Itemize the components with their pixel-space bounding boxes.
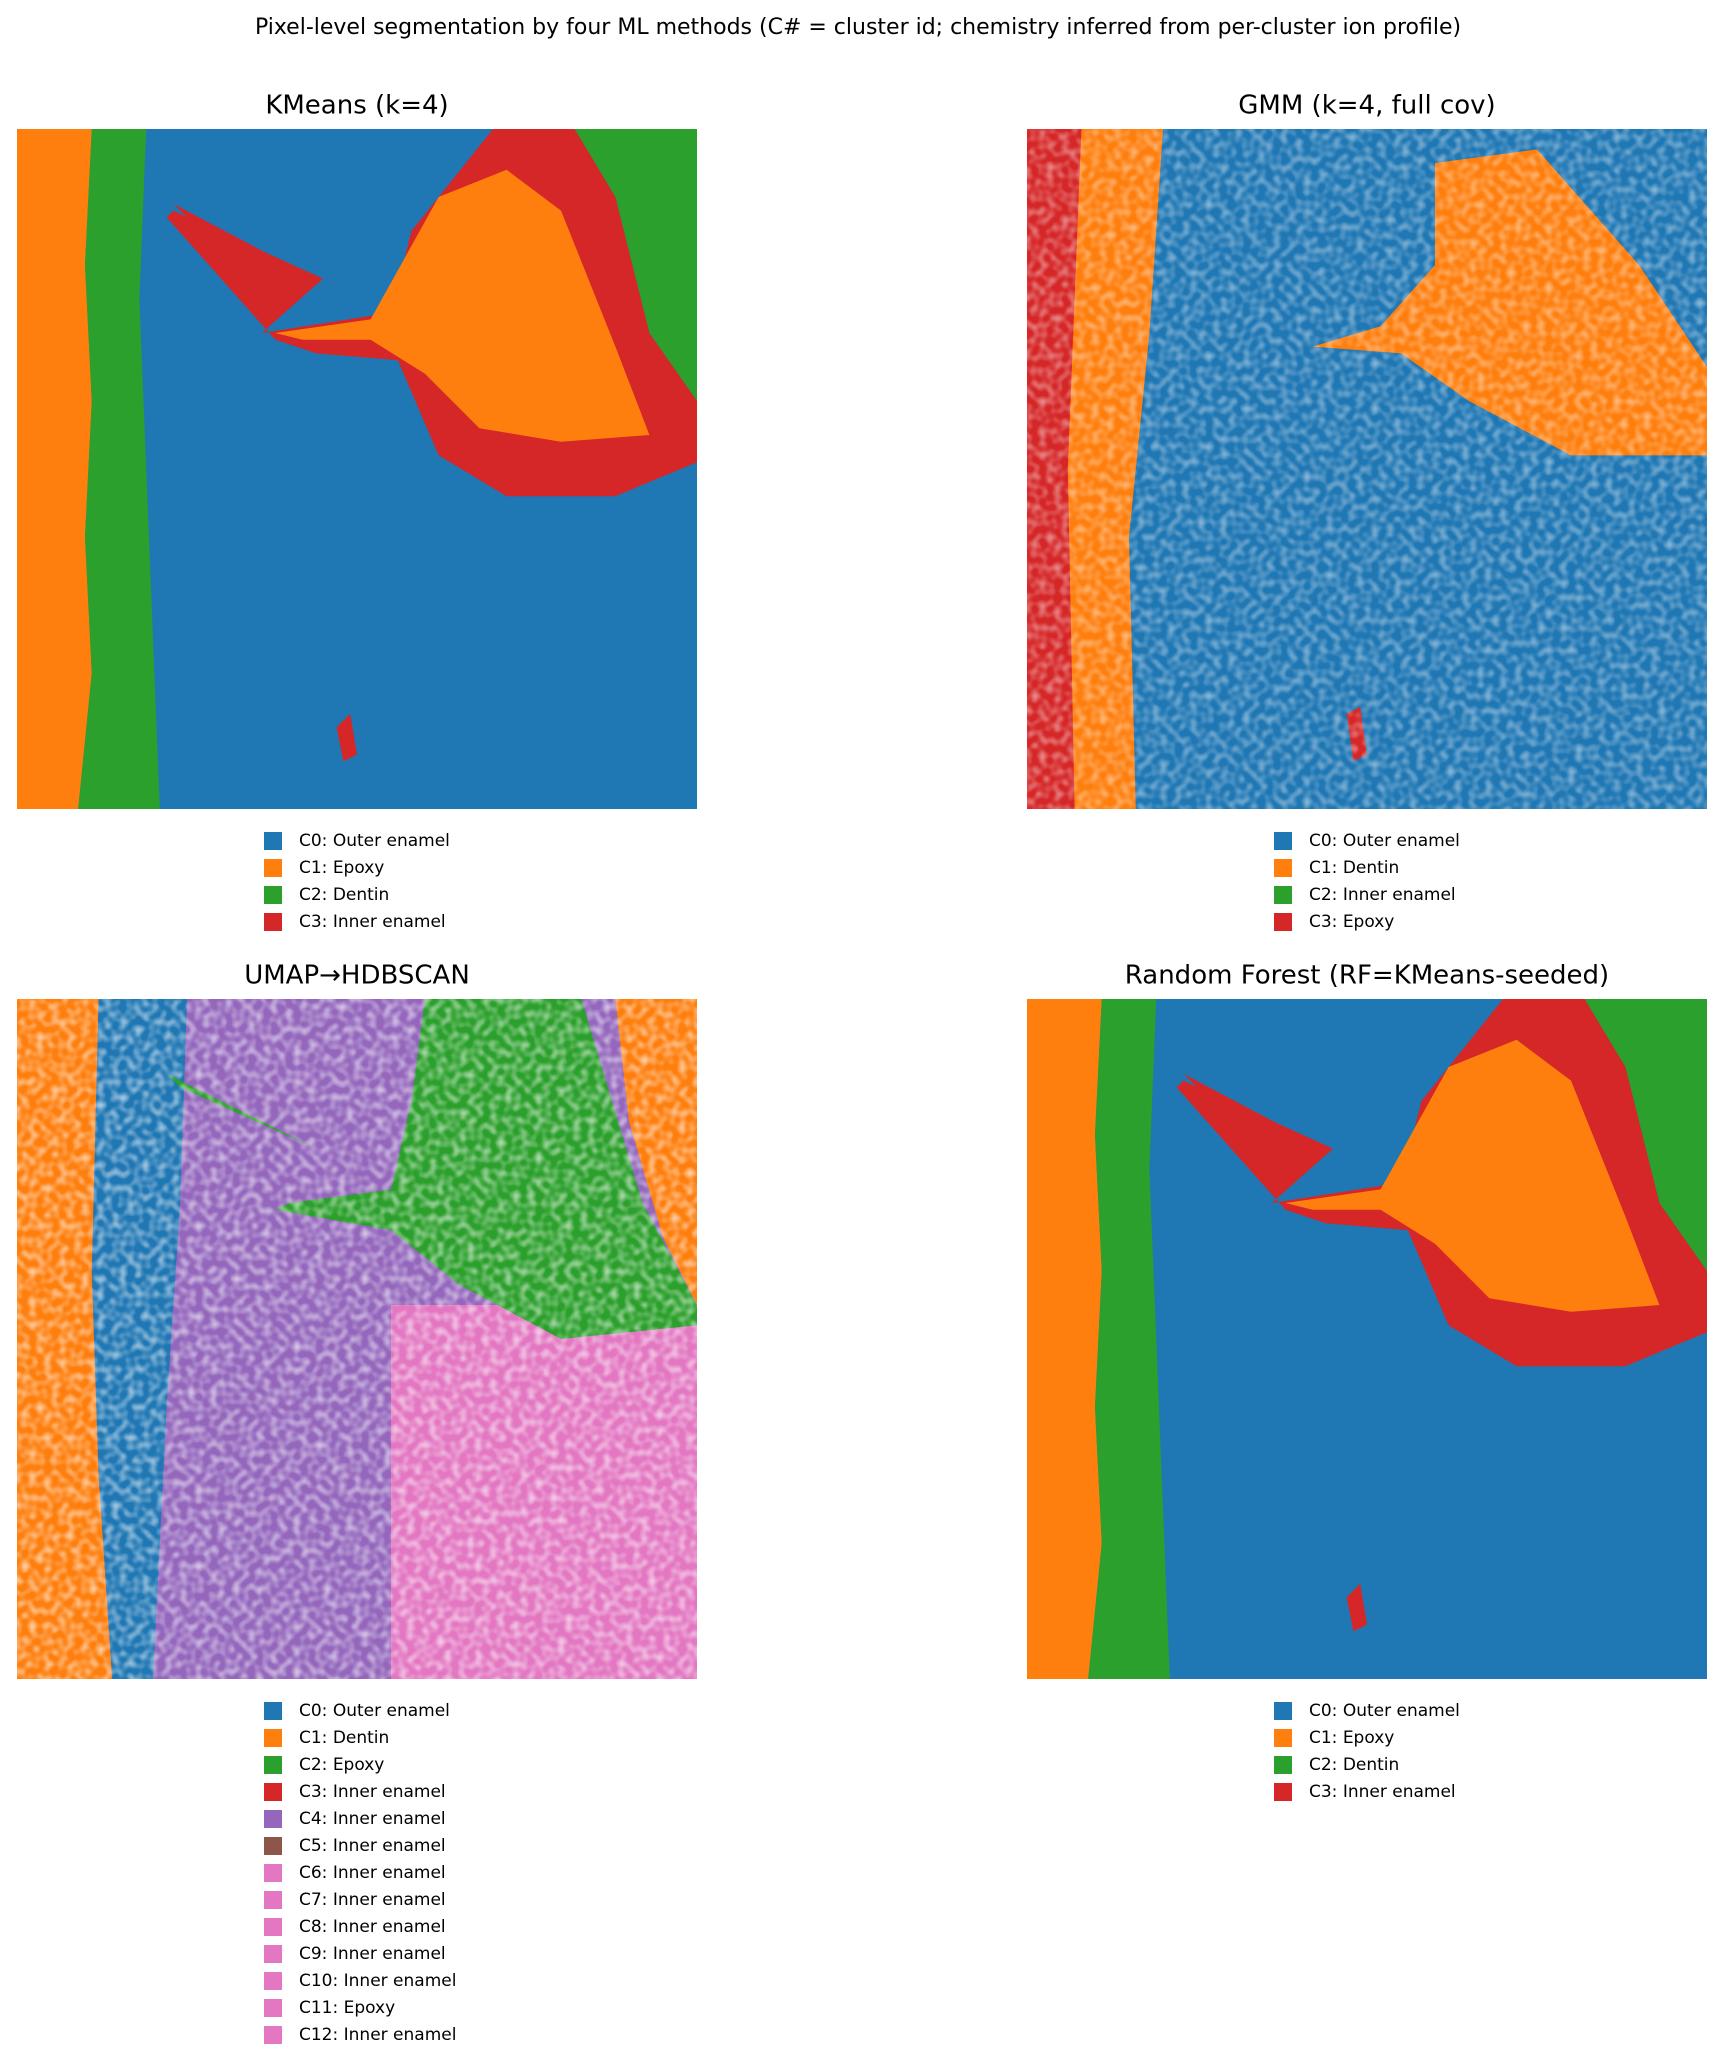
- legend-swatch: [264, 1891, 282, 1909]
- legend-label: C2: Dentin: [1309, 1755, 1399, 1775]
- legend-label: C8: Inner enamel: [299, 1917, 446, 1937]
- noise-overlay: [17, 999, 697, 1679]
- figure-title: Pixel-level segmentation by four ML meth…: [255, 15, 1461, 40]
- legend-swatch: [264, 1918, 282, 1936]
- legend-swatch: [1274, 1783, 1292, 1801]
- legend-swatch: [264, 1972, 282, 1990]
- legend-label: C1: Epoxy: [1309, 1728, 1394, 1748]
- legend-label: C2: Inner enamel: [1309, 885, 1456, 905]
- legend-label: C3: Inner enamel: [1309, 1782, 1456, 1802]
- legend-label: C5: Inner enamel: [299, 1836, 446, 1856]
- legend-label: C1: Epoxy: [299, 858, 384, 878]
- legend-swatch: [264, 1810, 282, 1828]
- legend-label: C0: Outer enamel: [1309, 831, 1460, 851]
- legend-label: C2: Epoxy: [299, 1755, 384, 1775]
- legend-label: C3: Epoxy: [1309, 912, 1394, 932]
- legend-label: C0: Outer enamel: [299, 1701, 450, 1721]
- legend-swatch: [1274, 832, 1292, 850]
- legend-swatch: [264, 1864, 282, 1882]
- legend-swatch: [264, 1756, 282, 1774]
- cluster-region: [173, 203, 323, 286]
- legend-label: C11: Epoxy: [299, 1998, 395, 2018]
- cluster-region: [1285, 1039, 1660, 1312]
- legend-swatch: [1274, 859, 1292, 877]
- legend-label: C1: Dentin: [1309, 858, 1399, 878]
- legend-label: C10: Inner enamel: [299, 1971, 456, 1991]
- cluster-region: [1088, 999, 1170, 1679]
- legend-label: C0: Outer enamel: [299, 831, 450, 851]
- panel-title: UMAP→HDBSCAN: [244, 961, 470, 991]
- segmentation-map: [1027, 129, 1707, 809]
- legend-swatch: [1274, 1702, 1292, 1720]
- panel-title: KMeans (k=4): [265, 91, 448, 121]
- legend-label: C2: Dentin: [299, 885, 389, 905]
- legend-label: C1: Dentin: [299, 1728, 389, 1748]
- legend-swatch: [264, 1945, 282, 1963]
- legend-label: C6: Inner enamel: [299, 1863, 446, 1883]
- legend-label: C3: Inner enamel: [299, 1782, 446, 1802]
- cluster-region: [574, 129, 697, 401]
- noise-overlay: [1027, 129, 1707, 809]
- segmentation-map: [17, 129, 697, 809]
- legend-swatch: [264, 1837, 282, 1855]
- cluster-region: [275, 169, 650, 442]
- legend-label: C0: Outer enamel: [1309, 1701, 1460, 1721]
- legend-swatch: [264, 913, 282, 931]
- panel-title: Random Forest (RF=KMeans-seeded): [1125, 961, 1609, 991]
- segmentation-map: [1027, 999, 1707, 1679]
- legend-swatch: [264, 1999, 282, 2017]
- legend-swatch: [264, 1729, 282, 1747]
- legend-swatch: [264, 832, 282, 850]
- cluster-region: [336, 713, 357, 762]
- cluster-region: [1027, 999, 1102, 1679]
- cluster-region: [17, 129, 92, 809]
- legend-swatch: [264, 859, 282, 877]
- legend-swatch: [264, 886, 282, 904]
- legend-swatch: [1274, 1756, 1292, 1774]
- segmentation-map: [17, 999, 697, 1679]
- legend-label: C12: Inner enamel: [299, 2025, 456, 2045]
- legend-label: C7: Inner enamel: [299, 1890, 446, 1910]
- legend-swatch: [264, 1783, 282, 1801]
- legend-swatch: [264, 1702, 282, 1720]
- cluster-region: [1183, 1073, 1333, 1156]
- cluster-region: [78, 129, 160, 809]
- cluster-region: [1346, 1583, 1367, 1632]
- cluster-region: [1584, 999, 1707, 1271]
- panel-title: GMM (k=4, full cov): [1238, 91, 1495, 121]
- legend-swatch: [1274, 1729, 1292, 1747]
- legend-label: C4: Inner enamel: [299, 1809, 446, 1829]
- legend-swatch: [1274, 913, 1292, 931]
- legend-label: C9: Inner enamel: [299, 1944, 446, 1964]
- legend-label: C3: Inner enamel: [299, 912, 446, 932]
- legend-swatch: [1274, 886, 1292, 904]
- legend-swatch: [264, 2026, 282, 2044]
